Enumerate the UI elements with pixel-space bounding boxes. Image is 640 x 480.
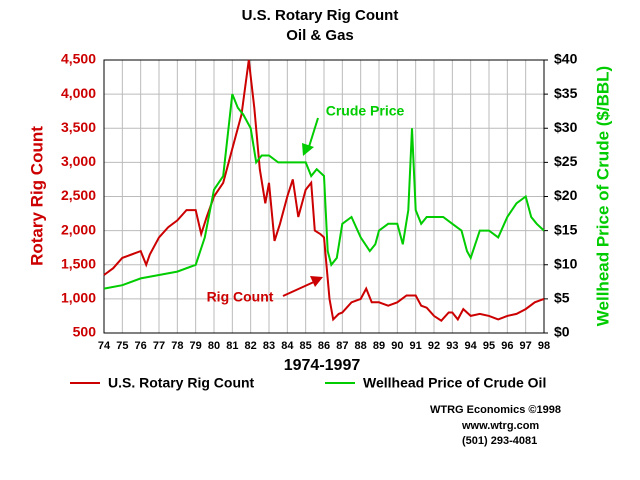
arrowhead bbox=[310, 276, 323, 287]
y-tick-label: 4,000 bbox=[61, 85, 96, 101]
y2-tick-label: $10 bbox=[554, 255, 578, 271]
x-tick-label: 74 bbox=[98, 340, 111, 352]
x-tick-label: 92 bbox=[428, 340, 440, 352]
annotation: Rig Count bbox=[207, 289, 274, 305]
x-tick-label: 85 bbox=[300, 340, 312, 352]
y-tick-label: 4,500 bbox=[61, 51, 96, 67]
x-tick-label: 91 bbox=[410, 340, 422, 352]
x-tick-label: 86 bbox=[318, 340, 330, 352]
y-axis-title: Rotary Rig Count bbox=[27, 126, 46, 266]
y2-tick-label: $0 bbox=[554, 324, 570, 340]
arrowhead bbox=[302, 143, 314, 156]
x-tick-label: 82 bbox=[245, 340, 257, 352]
x-tick-label: 78 bbox=[171, 340, 183, 352]
x-tick-label: 77 bbox=[153, 340, 165, 352]
legend-label: U.S. Rotary Rig Count bbox=[108, 375, 255, 391]
x-tick-label: 98 bbox=[538, 340, 550, 352]
y-tick-label: 2,000 bbox=[61, 221, 96, 237]
x-tick-label: 88 bbox=[355, 340, 367, 352]
y2-tick-label: $15 bbox=[554, 221, 578, 237]
y-tick-label: 2,500 bbox=[61, 187, 96, 203]
arrow bbox=[282, 280, 317, 297]
y-tick-label: 1,000 bbox=[61, 290, 96, 306]
y-tick-label: 3,000 bbox=[61, 153, 96, 169]
y-tick-label: 3,500 bbox=[61, 119, 96, 135]
y2-tick-label: $30 bbox=[554, 119, 578, 135]
legend-label: Wellhead Price of Crude Oil bbox=[363, 375, 546, 391]
x-axis-title: 1974-1997 bbox=[284, 357, 361, 374]
credit: (501) 293-4081 bbox=[462, 435, 537, 447]
x-tick-label: 97 bbox=[520, 340, 532, 352]
x-tick-label: 89 bbox=[373, 340, 385, 352]
x-tick-label: 95 bbox=[483, 340, 495, 352]
x-tick-label: 76 bbox=[135, 340, 147, 352]
y2-tick-label: $20 bbox=[554, 187, 578, 203]
annotation-arrows bbox=[282, 117, 323, 297]
series-line bbox=[103, 93, 545, 290]
x-tick-label: 93 bbox=[446, 340, 458, 352]
x-tick-label: 90 bbox=[391, 340, 403, 352]
x-tick-label: 87 bbox=[336, 340, 348, 352]
y2-tick-label: $35 bbox=[554, 85, 578, 101]
x-tick-label: 80 bbox=[208, 340, 220, 352]
y2-axis-title: Wellhead Price of Crude ($/BBL) bbox=[593, 66, 612, 326]
grid bbox=[103, 59, 545, 334]
y2-tick-label: $25 bbox=[554, 153, 578, 169]
plot-frame bbox=[103, 59, 545, 334]
y-tick-label: 1,500 bbox=[61, 255, 96, 271]
x-tick-label: 94 bbox=[465, 340, 478, 352]
chart-title: U.S. Rotary Rig Count bbox=[242, 7, 399, 24]
x-tick-label: 75 bbox=[116, 340, 128, 352]
x-tick-label: 81 bbox=[226, 340, 238, 352]
x-tick-label: 84 bbox=[281, 340, 294, 352]
annotation: Crude Price bbox=[326, 103, 405, 119]
credit: WTRG Economics ©1998 bbox=[430, 404, 561, 416]
x-tick-label: 96 bbox=[501, 340, 513, 352]
series-line bbox=[103, 59, 545, 323]
y2-tick-label: $40 bbox=[554, 51, 578, 67]
x-tick-label: 83 bbox=[263, 340, 275, 352]
credit: www.wtrg.com bbox=[461, 420, 539, 432]
y2-tick-label: $5 bbox=[554, 290, 570, 306]
arrow bbox=[307, 117, 319, 151]
y-tick-label: 500 bbox=[73, 324, 97, 340]
x-tick-label: 79 bbox=[190, 340, 202, 352]
chart-subtitle: Oil & Gas bbox=[286, 27, 354, 44]
